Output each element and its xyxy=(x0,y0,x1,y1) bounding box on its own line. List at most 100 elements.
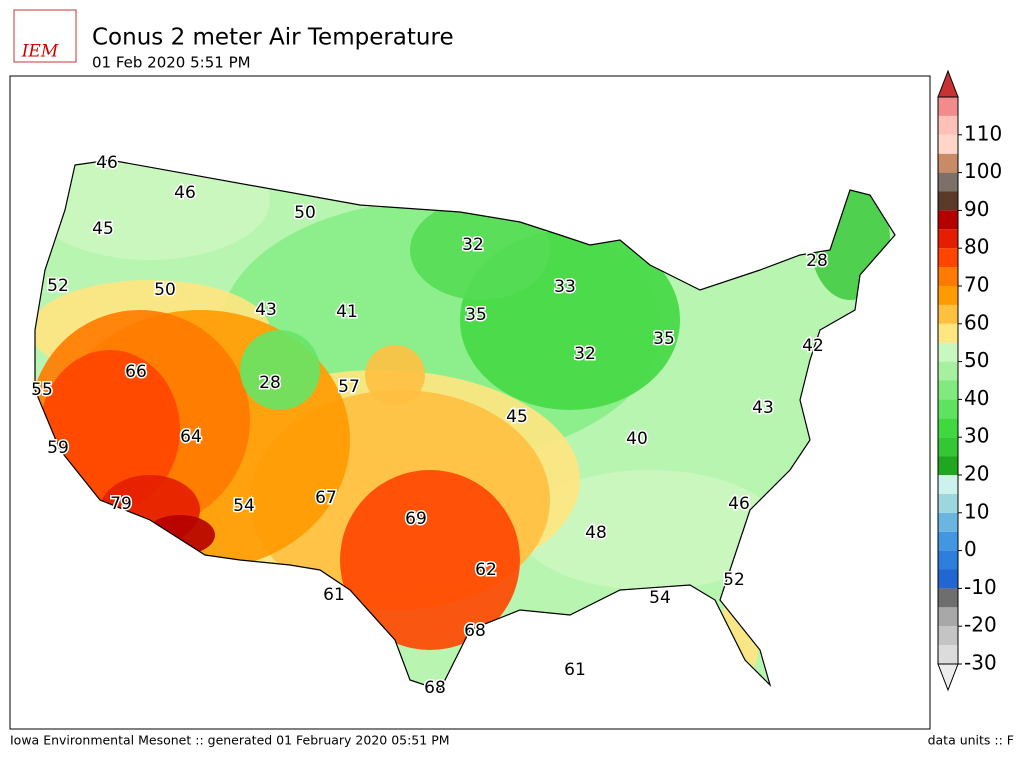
colorbar-tick-label: 20 xyxy=(964,462,989,486)
colorbar-tick-label: 60 xyxy=(964,310,989,334)
colorbar-bin xyxy=(938,626,958,646)
station-value: 54 xyxy=(649,588,671,608)
logo-box xyxy=(13,9,77,63)
colorbar-bin xyxy=(938,361,958,381)
colorbar-bin xyxy=(938,267,958,286)
colorbar-tick-label: -10 xyxy=(964,575,997,599)
station-value: 79 xyxy=(110,494,132,514)
colorbar-bin xyxy=(938,304,958,324)
station-value: 66 xyxy=(125,362,147,382)
colorbar-bin xyxy=(938,248,958,268)
map: 46 46 50 45 32 28 52 50 33 43 41 35 35 32 42 66 28 57 55 43… xyxy=(30,152,896,700)
temperature-zone xyxy=(410,200,550,300)
colorbar-bin xyxy=(938,437,958,457)
station-value: 67 xyxy=(315,488,337,508)
station-value: 43 xyxy=(752,398,774,418)
station-value: 62 xyxy=(475,560,497,580)
station-value: 46 xyxy=(728,494,750,514)
colorbar-bin xyxy=(938,134,958,154)
colorbar-bin xyxy=(938,607,958,627)
logo: IEM xyxy=(21,42,59,62)
colorbar-bin xyxy=(938,172,958,192)
colorbar-bin xyxy=(938,399,958,419)
colorbar-tick-label: 110 xyxy=(964,121,1002,145)
colorbar-tick-label: 100 xyxy=(964,159,1002,183)
subtitle: 01 Feb 2020 5:51 PM xyxy=(92,54,251,72)
colorbar-bin xyxy=(938,191,958,211)
colorbar-bin xyxy=(938,229,958,249)
colorbar: -30 -20 -10 0 10 20 30 40 50 60 70 80 90 100 110 xyxy=(937,69,1002,692)
title: Conus 2 meter Air Temperature xyxy=(92,25,454,51)
station-value: 61 xyxy=(564,660,586,680)
station-value: 46 xyxy=(96,153,118,173)
colorbar-bin xyxy=(938,512,958,532)
colorbar-bin xyxy=(938,323,958,343)
colorbar-bin xyxy=(938,153,958,173)
colorbar-tick-label: 30 xyxy=(964,424,989,448)
station-value: 52 xyxy=(47,276,69,296)
colorbar-bin xyxy=(938,569,958,589)
station-value: 32 xyxy=(574,344,596,364)
station-value: 52 xyxy=(723,570,745,590)
colorbar-tick-label: 40 xyxy=(964,386,989,410)
station-value: 40 xyxy=(626,429,648,449)
colorbar-tick-label: 10 xyxy=(964,499,989,523)
station-value: 64 xyxy=(180,427,202,447)
colorbar-bin xyxy=(938,531,958,551)
station-value: 55 xyxy=(31,380,53,400)
station-value: 50 xyxy=(154,280,176,300)
colorbar-bin xyxy=(938,493,958,513)
station-value: 42 xyxy=(802,336,824,356)
colorbar-bin xyxy=(938,645,958,664)
colorbar-tick-label: 50 xyxy=(964,348,989,372)
colorbar-under xyxy=(937,663,959,692)
station-value: 50 xyxy=(294,203,316,223)
colorbar-bin xyxy=(938,342,958,362)
temperature-zone xyxy=(520,470,780,590)
station-value: 45 xyxy=(506,407,528,427)
colorbar-tick-label: 90 xyxy=(964,197,989,221)
station-value: 69 xyxy=(405,509,427,529)
station-value: 43 xyxy=(255,300,277,320)
colorbar-frame xyxy=(937,96,959,665)
station-value: 61 xyxy=(323,585,345,605)
station-value: 41 xyxy=(336,302,358,322)
colorbar-bin xyxy=(938,97,958,116)
station-value: 45 xyxy=(92,219,114,239)
temperature-field xyxy=(35,160,890,680)
station-value: 59 xyxy=(47,438,69,458)
colorbar-tick-label: 70 xyxy=(964,273,989,297)
temperature-zone xyxy=(240,330,320,410)
temperature-zone xyxy=(365,345,425,405)
station-value: 33 xyxy=(554,277,576,297)
station-value: 32 xyxy=(462,235,484,255)
station-value: 28 xyxy=(259,373,281,393)
footer-left: Iowa Environmental Mesonet :: generated … xyxy=(10,733,450,748)
station-value: 28 xyxy=(806,251,828,271)
colorbar-bin xyxy=(938,286,958,305)
station-value: 35 xyxy=(465,305,487,325)
colorbar-bin xyxy=(938,475,958,494)
station-value: 68 xyxy=(424,678,446,698)
footer-right: data units :: F xyxy=(928,733,1014,748)
colorbar-bin xyxy=(938,550,958,570)
station-value: 46 xyxy=(174,183,196,203)
colorbar-bin xyxy=(938,418,958,438)
temperature-zone xyxy=(340,470,520,650)
station-value: 54 xyxy=(233,496,255,516)
station-value: 68 xyxy=(464,621,486,641)
colorbar-tick-label: -20 xyxy=(964,613,997,637)
colorbar-bin xyxy=(938,456,958,475)
colorbar-bin xyxy=(938,115,958,135)
colorbar-tick-label: 80 xyxy=(964,235,989,259)
colorbar-bin xyxy=(938,380,958,400)
us-border xyxy=(34,159,896,691)
colorbar-over xyxy=(937,69,959,98)
station-value: 48 xyxy=(585,523,607,543)
station-value: 35 xyxy=(653,329,675,349)
colorbar-bin xyxy=(938,210,958,230)
colorbar-bin xyxy=(938,588,958,608)
station-value: 57 xyxy=(338,377,360,397)
colorbar-tick-label: -30 xyxy=(964,651,997,675)
